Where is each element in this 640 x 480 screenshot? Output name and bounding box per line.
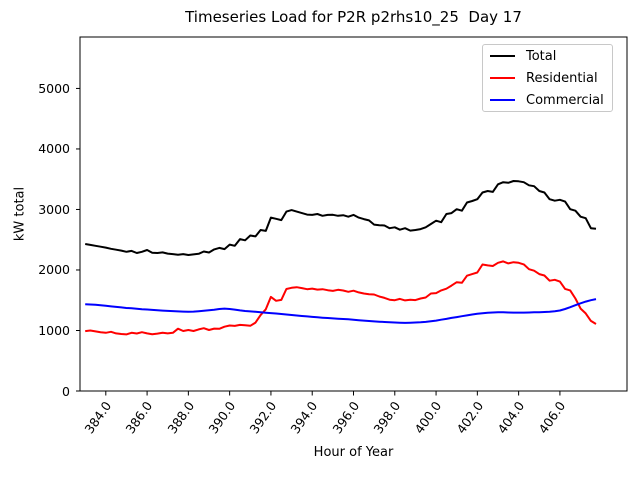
total-line-swatch bbox=[490, 54, 515, 58]
y-tick-label: 5000 bbox=[38, 80, 70, 96]
chart-title: Timeseries Load for P2R p2rhs10_25 Day 1… bbox=[185, 8, 522, 26]
commercial-line-swatch bbox=[490, 98, 515, 102]
y-tick-label: 0 bbox=[62, 383, 70, 399]
legend: Total Residential Commercial bbox=[482, 44, 613, 112]
series-line-commercial bbox=[85, 298, 597, 324]
legend-entry-commercial: Commercial bbox=[483, 89, 612, 111]
legend-entry-residential: Residential bbox=[483, 67, 612, 89]
legend-label-residential: Residential bbox=[526, 70, 598, 86]
legend-label-total: Total bbox=[526, 48, 557, 64]
x-axis-label: Hour of Year bbox=[313, 445, 394, 460]
y-tick-label: 1000 bbox=[38, 322, 70, 338]
y-tick-label: 3000 bbox=[38, 201, 70, 217]
series-line-residential bbox=[85, 260, 597, 336]
series-line-total bbox=[85, 180, 597, 256]
legend-entry-total: Total bbox=[483, 45, 612, 67]
y-tick-label: 2000 bbox=[38, 262, 70, 278]
legend-label-commercial: Commercial bbox=[526, 92, 604, 108]
residential-line-swatch bbox=[490, 76, 515, 80]
y-tick-label: 4000 bbox=[38, 141, 70, 157]
